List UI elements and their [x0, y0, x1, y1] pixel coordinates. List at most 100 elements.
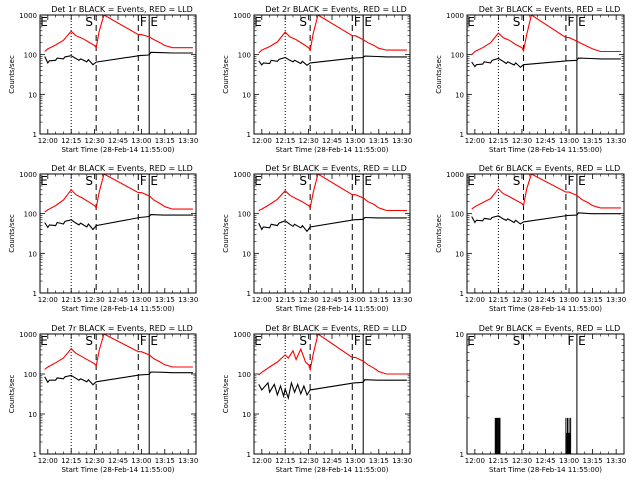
x-axis-label: Start Time (28-Feb-14 11:55:00): [61, 146, 174, 154]
x-tick-label: 12:30: [512, 137, 532, 145]
y-tick-label: 100: [24, 211, 37, 219]
y-tick-label: 1000: [19, 171, 37, 179]
panel-title: Det 9r BLACK = Events, RED = LLD: [479, 324, 621, 333]
x-tick-label: 12:00: [252, 296, 272, 304]
phase-marker-s: S: [513, 334, 521, 348]
panel-frame: [253, 173, 411, 294]
y-tick-label: 10: [242, 250, 251, 258]
y-tick-label: 10: [455, 331, 464, 339]
x-tick-label: 13:00: [131, 137, 151, 145]
phase-marker-f: F: [140, 15, 147, 29]
phase-marker-e: E: [150, 334, 158, 348]
x-tick-label: 12:15: [61, 137, 81, 145]
y-axis-label: Counts/sec: [435, 55, 443, 94]
y-tick-label: 1: [33, 290, 37, 298]
x-tick-label: 13:30: [606, 457, 626, 465]
x-axis-label: Start Time (28-Feb-14 11:55:00): [61, 466, 174, 474]
y-tick-label: 10: [455, 91, 464, 99]
x-tick-label: 13:15: [369, 296, 389, 304]
x-tick-label: 13:00: [345, 296, 365, 304]
y-tick-label: 1: [460, 290, 464, 298]
panel-det-8: Det 8r BLACK = Events, RED = LLD Counts/s…: [222, 324, 412, 474]
x-tick-label: 13:30: [606, 296, 626, 304]
x-tick-label: 13:15: [155, 457, 175, 465]
x-tick-label: 13:15: [369, 457, 389, 465]
y-tick-label: 1000: [233, 12, 251, 20]
panel-data: [471, 15, 621, 69]
panel-title: Det 5r BLACK = Events, RED = LLD: [265, 164, 407, 173]
phase-marker-s: S: [513, 15, 521, 29]
x-tick-label: 12:15: [488, 137, 508, 145]
y-tick-label: 1: [460, 131, 464, 139]
phase-marker-f: F: [567, 15, 574, 29]
panel-frame: [39, 14, 197, 135]
y-tick-label: 1000: [19, 331, 37, 339]
phase-marker-e: E: [364, 334, 372, 348]
phase-marker-e: E: [578, 334, 586, 348]
x-tick-label: 12:45: [108, 296, 128, 304]
phase-marker-e: E: [364, 174, 372, 188]
x-tick-label: 12:45: [322, 457, 342, 465]
x-tick-label: 12:30: [85, 137, 105, 145]
phase-marker-e: E: [254, 15, 262, 29]
x-tick-label: 12:00: [465, 457, 485, 465]
x-tick-label: 13:00: [131, 296, 151, 304]
y-tick-label: 1000: [446, 171, 464, 179]
x-tick-label: 13:30: [178, 457, 198, 465]
panel-frame: [466, 14, 625, 135]
panel-frame: [253, 14, 411, 135]
x-tick-label: 13:00: [559, 296, 579, 304]
panel-data: [44, 15, 193, 66]
y-tick-label: 1: [247, 131, 251, 139]
x-tick-label: 13:30: [392, 457, 412, 465]
x-tick-label: 12:30: [85, 457, 105, 465]
x-axis-label: Start Time (28-Feb-14 11:55:00): [275, 466, 388, 474]
phase-marker-f: F: [140, 174, 147, 188]
x-tick-label: 13:00: [559, 137, 579, 145]
lld-rate-line: [258, 174, 407, 212]
x-tick-label: 13:00: [131, 457, 151, 465]
x-tick-label: 13:15: [369, 137, 389, 145]
events-rate-line: [258, 379, 407, 401]
y-axis-label: Counts/sec: [222, 375, 230, 414]
y-axis-label: Counts/sec: [222, 214, 230, 253]
panel-title: Det 4r BLACK = Events, RED = LLD: [51, 164, 193, 173]
panel-det-7: Det 7r BLACK = Events, RED = LLD Counts/s…: [8, 324, 198, 474]
x-tick-label: 12:45: [322, 296, 342, 304]
phase-marker-e: E: [150, 174, 158, 188]
x-axis-label: Start Time (28-Feb-14 11:55:00): [275, 305, 388, 313]
panel-det-9: Det 9r BLACK = Events, RED = LLD 1 10 12:00…: [455, 324, 626, 474]
x-tick-label: 13:00: [559, 457, 579, 465]
events-rate-line: [258, 216, 407, 233]
x-tick-label: 12:30: [299, 296, 319, 304]
x-tick-label: 13:15: [155, 137, 175, 145]
phase-marker-e: E: [364, 15, 372, 29]
phase-marker-e: E: [578, 15, 586, 29]
y-axis-label: Counts/sec: [8, 375, 16, 414]
phase-marker-e: E: [467, 334, 475, 348]
panel-det-3: Det 3r BLACK = Events, RED = LLD Counts/s…: [435, 5, 626, 154]
lld-rate-line: [258, 334, 407, 376]
panel-title: Det 6r BLACK = Events, RED = LLD: [479, 164, 621, 173]
phase-marker-e: E: [254, 334, 262, 348]
panel-frame: [253, 333, 411, 455]
x-tick-label: 12:15: [488, 296, 508, 304]
panel-frame: [466, 173, 625, 294]
x-tick-label: 12:15: [61, 296, 81, 304]
phase-marker-s: S: [299, 15, 307, 29]
panel-frame: [39, 333, 197, 455]
x-tick-label: 13:30: [606, 137, 626, 145]
panel-det-1: Det 1r BLACK = Events, RED = LLD Counts/s…: [8, 5, 198, 154]
x-axis-label: Start Time (28-Feb-14 11:55:00): [489, 146, 602, 154]
y-tick-label: 100: [451, 52, 464, 60]
x-tick-label: 13:15: [155, 296, 175, 304]
x-tick-label: 12:45: [108, 457, 128, 465]
panel-frame: [466, 333, 625, 455]
x-tick-label: 12:30: [512, 457, 532, 465]
panel-title: Det 8r BLACK = Events, RED = LLD: [265, 324, 407, 333]
phase-marker-f: F: [567, 174, 574, 188]
lld-rate-line: [258, 15, 407, 54]
panel-frame: [39, 173, 197, 294]
phase-marker-e: E: [467, 15, 475, 29]
x-tick-label: 13:30: [178, 137, 198, 145]
